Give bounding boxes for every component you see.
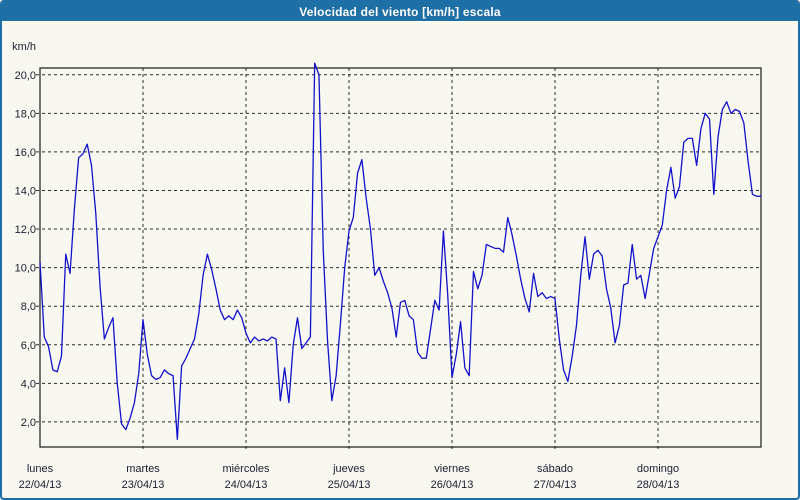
plot-border <box>39 67 762 448</box>
day-name-label: miércoles <box>222 463 270 475</box>
y-tick-label: 2,0 <box>21 417 36 429</box>
y-tick-label: 20,0 <box>15 70 36 82</box>
y-tick-label: 16,0 <box>15 147 36 159</box>
gridlines <box>36 68 761 451</box>
day-date-label: 26/04/13 <box>431 479 474 491</box>
day-date-label: 28/04/13 <box>637 479 680 491</box>
y-tick-label: 8,0 <box>21 301 36 313</box>
chart-area: 20,0 18,0 16,0 14,0 12,0 10,0 8,0 6,0 4,0 2,0 km/h… <box>2 25 798 498</box>
day-date-label: 22/04/13 <box>19 479 62 491</box>
day-name-label: viernes <box>434 463 470 475</box>
day-name-label: jueves <box>332 463 365 475</box>
day-name-label: sábado <box>537 463 573 475</box>
y-tick-label: 10,0 <box>15 263 36 275</box>
y-tick-label: 12,0 <box>15 224 36 236</box>
y-tick-label: 6,0 <box>21 340 36 352</box>
day-date-label: 24/04/13 <box>225 479 268 491</box>
chart-title: Velocidad del viento [km/h] escala <box>299 4 501 19</box>
panel-title-bar: Velocidad del viento [km/h] escala <box>2 2 798 23</box>
y-axis-unit-label: km/h <box>12 41 36 53</box>
y-tick-label: 18,0 <box>15 108 36 120</box>
day-date-label: 25/04/13 <box>328 479 371 491</box>
wind-speed-series-line <box>39 62 762 440</box>
x-axis-day-labels: lunes 22/04/13 martes 23/04/13 miércoles 24/0… <box>19 463 680 491</box>
day-name-label: lunes <box>27 463 54 475</box>
y-tick-label: 4,0 <box>21 378 36 390</box>
wind-speed-chart: 20,0 18,0 16,0 14,0 12,0 10,0 8,0 6,0 4,0 2,0 km/h… <box>12 41 762 491</box>
day-date-label: 27/04/13 <box>534 479 577 491</box>
day-date-label: 23/04/13 <box>122 479 165 491</box>
day-name-label: martes <box>126 463 160 475</box>
y-tick-label: 14,0 <box>15 185 36 197</box>
day-name-label: domingo <box>637 463 679 475</box>
axis-tick-labels: 20,0 18,0 16,0 14,0 12,0 10,0 8,0 6,0 4,0 2,0 <box>15 70 36 429</box>
